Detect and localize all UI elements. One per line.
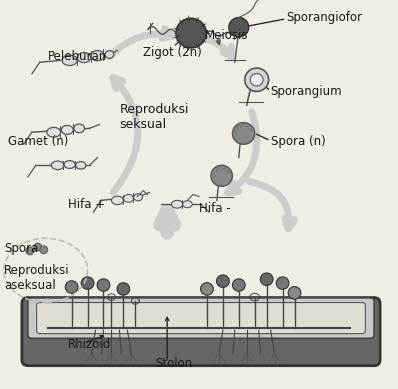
Circle shape xyxy=(117,283,130,295)
Ellipse shape xyxy=(183,201,192,208)
Ellipse shape xyxy=(47,128,61,137)
Circle shape xyxy=(97,279,110,291)
Text: Rhizoid: Rhizoid xyxy=(68,338,111,351)
Text: Sporangiofor: Sporangiofor xyxy=(287,11,363,24)
Ellipse shape xyxy=(74,124,85,133)
Ellipse shape xyxy=(61,125,73,135)
Text: Reproduksi
seksual: Reproduksi seksual xyxy=(119,103,189,131)
Text: Peleburan: Peleburan xyxy=(48,50,107,63)
Text: Stolon: Stolon xyxy=(155,357,193,370)
Circle shape xyxy=(201,283,213,295)
Ellipse shape xyxy=(172,200,183,208)
Circle shape xyxy=(40,246,48,254)
Text: Spora (n): Spora (n) xyxy=(271,135,326,149)
Text: Spora: Spora xyxy=(4,242,38,256)
FancyBboxPatch shape xyxy=(28,298,374,338)
Ellipse shape xyxy=(51,161,64,170)
Text: Meiosis: Meiosis xyxy=(205,28,248,42)
FancyBboxPatch shape xyxy=(22,298,380,366)
Text: Hifa -: Hifa - xyxy=(199,202,230,215)
Circle shape xyxy=(260,273,273,286)
Ellipse shape xyxy=(134,194,142,201)
Ellipse shape xyxy=(77,53,91,63)
Circle shape xyxy=(288,287,301,299)
Circle shape xyxy=(232,123,255,144)
Text: Reproduksi
aseksual: Reproduksi aseksual xyxy=(4,264,70,292)
Circle shape xyxy=(276,277,289,289)
FancyBboxPatch shape xyxy=(37,303,365,334)
Circle shape xyxy=(217,275,229,287)
Circle shape xyxy=(211,165,232,186)
Ellipse shape xyxy=(76,162,86,169)
Circle shape xyxy=(65,281,78,293)
Ellipse shape xyxy=(91,51,104,61)
Circle shape xyxy=(176,18,206,48)
Text: Hifa +: Hifa + xyxy=(68,198,105,211)
Circle shape xyxy=(232,279,245,291)
Text: Sporangium: Sporangium xyxy=(271,85,342,98)
Text: Gamet (n): Gamet (n) xyxy=(8,135,68,149)
Circle shape xyxy=(245,68,269,91)
Circle shape xyxy=(229,18,249,37)
Circle shape xyxy=(250,74,263,86)
Ellipse shape xyxy=(105,51,114,58)
Ellipse shape xyxy=(111,196,123,205)
Circle shape xyxy=(26,247,34,255)
Text: Zigot (2n): Zigot (2n) xyxy=(143,46,202,59)
Ellipse shape xyxy=(123,194,134,202)
Ellipse shape xyxy=(64,161,75,168)
Circle shape xyxy=(34,243,42,251)
Circle shape xyxy=(81,277,94,289)
Ellipse shape xyxy=(62,55,77,66)
